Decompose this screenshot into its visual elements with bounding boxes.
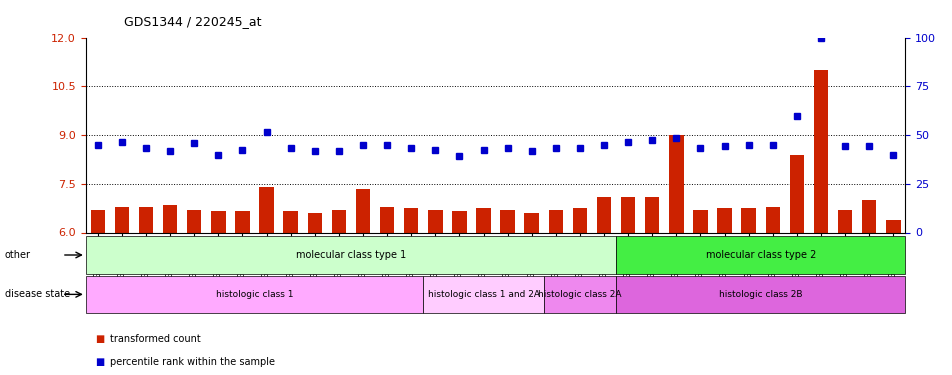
Bar [572,208,586,232]
Text: GDS1344 / 220245_at: GDS1344 / 220245_at [124,15,261,28]
Text: percentile rank within the sample: percentile rank within the sample [109,357,274,367]
Bar [789,154,803,232]
Bar [187,210,201,232]
Bar [163,205,177,232]
Bar [741,208,755,232]
Bar [427,210,442,232]
Bar [259,187,273,232]
Bar [861,200,876,232]
Bar [621,197,635,232]
Bar [283,211,298,232]
Bar [813,70,827,232]
Text: other: other [5,250,30,260]
Bar [380,207,394,232]
Bar [668,135,683,232]
Text: ■: ■ [95,334,105,344]
Bar [90,210,105,232]
Text: histologic class 1: histologic class 1 [215,290,293,299]
Bar [717,208,731,232]
Text: ■: ■ [95,357,105,367]
Text: histologic class 2A: histologic class 2A [538,290,621,299]
Text: histologic class 1 and 2A: histologic class 1 and 2A [427,290,539,299]
Bar [596,197,610,232]
Bar [114,207,129,232]
Text: disease state: disease state [5,290,69,299]
Bar [331,210,346,232]
Text: transformed count: transformed count [109,334,200,344]
Bar [764,207,779,232]
Bar [476,208,490,232]
Bar [524,213,539,232]
Bar [404,208,418,232]
Bar [837,210,851,232]
Bar [235,211,249,232]
Bar [211,211,226,232]
Bar [885,219,900,232]
Bar [355,189,369,232]
Bar [139,207,153,232]
Text: molecular class type 1: molecular class type 1 [295,250,406,260]
Text: histologic class 2B: histologic class 2B [718,290,802,299]
Text: molecular class type 2: molecular class type 2 [704,250,815,260]
Bar [645,197,659,232]
Bar [692,210,707,232]
Bar [451,211,466,232]
Bar [500,210,514,232]
Bar [548,210,563,232]
Bar [307,213,322,232]
